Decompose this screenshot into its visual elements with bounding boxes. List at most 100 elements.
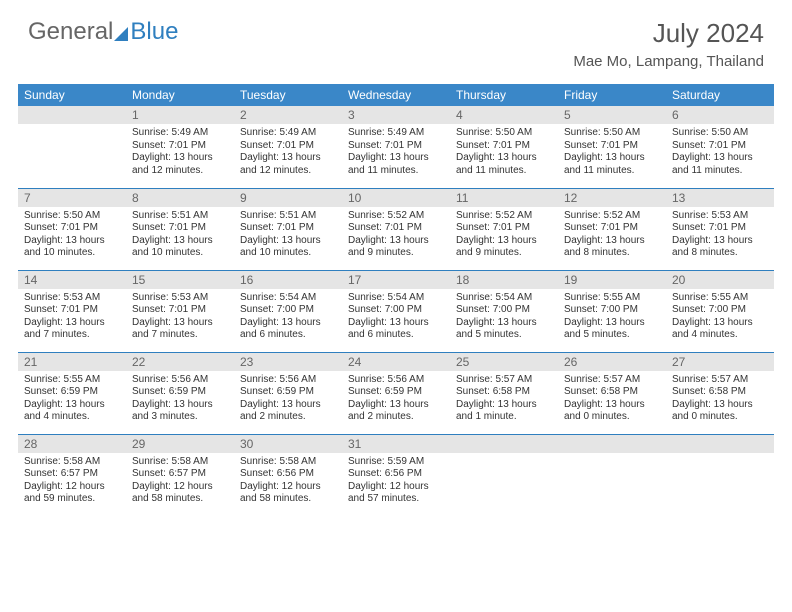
day-body: Sunrise: 5:52 AMSunset: 7:01 PMDaylight:… [342, 207, 450, 264]
day-body: Sunrise: 5:50 AMSunset: 7:01 PMDaylight:… [450, 124, 558, 181]
daylight-text: Daylight: 13 hours and 12 minutes. [240, 152, 336, 177]
day-number: 8 [126, 189, 234, 207]
sunset-text: Sunset: 7:01 PM [456, 140, 552, 153]
sunset-text: Sunset: 7:00 PM [564, 304, 660, 317]
daylight-text: Daylight: 13 hours and 6 minutes. [348, 317, 444, 342]
sunrise-text: Sunrise: 5:54 AM [240, 292, 336, 305]
sunrise-text: Sunrise: 5:57 AM [672, 374, 768, 387]
daylight-text: Daylight: 13 hours and 9 minutes. [456, 235, 552, 260]
daylight-text: Daylight: 13 hours and 7 minutes. [132, 317, 228, 342]
sunrise-text: Sunrise: 5:58 AM [132, 456, 228, 469]
sunrise-text: Sunrise: 5:53 AM [24, 292, 120, 305]
calendar-day-cell: 25Sunrise: 5:57 AMSunset: 6:58 PMDayligh… [450, 352, 558, 434]
day-body: Sunrise: 5:52 AMSunset: 7:01 PMDaylight:… [450, 207, 558, 264]
calendar-day-cell: 5Sunrise: 5:50 AMSunset: 7:01 PMDaylight… [558, 106, 666, 188]
day-number: 3 [342, 106, 450, 124]
sunset-text: Sunset: 6:58 PM [672, 386, 768, 399]
sunset-text: Sunset: 6:59 PM [132, 386, 228, 399]
sunset-text: Sunset: 7:01 PM [564, 222, 660, 235]
brand-part2: Blue [130, 18, 178, 46]
calendar-day-cell: 28Sunrise: 5:58 AMSunset: 6:57 PMDayligh… [18, 434, 126, 516]
sunrise-text: Sunrise: 5:57 AM [456, 374, 552, 387]
day-number [666, 435, 774, 453]
day-number: 5 [558, 106, 666, 124]
day-body: Sunrise: 5:51 AMSunset: 7:01 PMDaylight:… [234, 207, 342, 264]
daylight-text: Daylight: 13 hours and 2 minutes. [240, 399, 336, 424]
calendar-day-cell: 27Sunrise: 5:57 AMSunset: 6:58 PMDayligh… [666, 352, 774, 434]
sunset-text: Sunset: 7:01 PM [24, 222, 120, 235]
day-number: 21 [18, 353, 126, 371]
day-number [450, 435, 558, 453]
daylight-text: Daylight: 13 hours and 11 minutes. [348, 152, 444, 177]
daylight-text: Daylight: 13 hours and 6 minutes. [240, 317, 336, 342]
sunrise-text: Sunrise: 5:54 AM [456, 292, 552, 305]
daylight-text: Daylight: 13 hours and 0 minutes. [564, 399, 660, 424]
day-number: 4 [450, 106, 558, 124]
calendar-week-row: 7Sunrise: 5:50 AMSunset: 7:01 PMDaylight… [18, 188, 774, 270]
sunset-text: Sunset: 6:59 PM [240, 386, 336, 399]
calendar-day-cell: 20Sunrise: 5:55 AMSunset: 7:00 PMDayligh… [666, 270, 774, 352]
calendar-day-cell: 30Sunrise: 5:58 AMSunset: 6:56 PMDayligh… [234, 434, 342, 516]
daylight-text: Daylight: 13 hours and 3 minutes. [132, 399, 228, 424]
daylight-text: Daylight: 13 hours and 9 minutes. [348, 235, 444, 260]
sunset-text: Sunset: 6:57 PM [24, 468, 120, 481]
sunset-text: Sunset: 6:58 PM [456, 386, 552, 399]
day-number: 10 [342, 189, 450, 207]
daylight-text: Daylight: 13 hours and 4 minutes. [672, 317, 768, 342]
day-body: Sunrise: 5:57 AMSunset: 6:58 PMDaylight:… [450, 371, 558, 428]
calendar-day-cell: 13Sunrise: 5:53 AMSunset: 7:01 PMDayligh… [666, 188, 774, 270]
sunset-text: Sunset: 7:01 PM [456, 222, 552, 235]
page-header: General Blue July 2024 Mae Mo, Lampang, … [0, 0, 792, 76]
calendar-week-row: 21Sunrise: 5:55 AMSunset: 6:59 PMDayligh… [18, 352, 774, 434]
day-body: Sunrise: 5:53 AMSunset: 7:01 PMDaylight:… [126, 289, 234, 346]
calendar-day-cell: 11Sunrise: 5:52 AMSunset: 7:01 PMDayligh… [450, 188, 558, 270]
calendar-day-cell: 19Sunrise: 5:55 AMSunset: 7:00 PMDayligh… [558, 270, 666, 352]
sunset-text: Sunset: 7:01 PM [672, 140, 768, 153]
sunrise-text: Sunrise: 5:57 AM [564, 374, 660, 387]
sunset-text: Sunset: 6:58 PM [564, 386, 660, 399]
day-body: Sunrise: 5:55 AMSunset: 7:00 PMDaylight:… [558, 289, 666, 346]
calendar-week-row: 14Sunrise: 5:53 AMSunset: 7:01 PMDayligh… [18, 270, 774, 352]
brand-triangle-icon [114, 27, 128, 41]
day-number: 31 [342, 435, 450, 453]
day-body: Sunrise: 5:54 AMSunset: 7:00 PMDaylight:… [342, 289, 450, 346]
daylight-text: Daylight: 13 hours and 2 minutes. [348, 399, 444, 424]
calendar-day-cell [450, 434, 558, 516]
day-number: 1 [126, 106, 234, 124]
day-number: 18 [450, 271, 558, 289]
sunrise-text: Sunrise: 5:56 AM [240, 374, 336, 387]
day-number: 20 [666, 271, 774, 289]
sunset-text: Sunset: 7:01 PM [132, 222, 228, 235]
calendar-day-cell: 29Sunrise: 5:58 AMSunset: 6:57 PMDayligh… [126, 434, 234, 516]
day-number: 14 [18, 271, 126, 289]
calendar-day-cell: 17Sunrise: 5:54 AMSunset: 7:00 PMDayligh… [342, 270, 450, 352]
day-number: 22 [126, 353, 234, 371]
calendar-day-cell: 9Sunrise: 5:51 AMSunset: 7:01 PMDaylight… [234, 188, 342, 270]
day-body: Sunrise: 5:57 AMSunset: 6:58 PMDaylight:… [558, 371, 666, 428]
day-body: Sunrise: 5:49 AMSunset: 7:01 PMDaylight:… [126, 124, 234, 181]
daylight-text: Daylight: 12 hours and 58 minutes. [132, 481, 228, 506]
daylight-text: Daylight: 13 hours and 11 minutes. [456, 152, 552, 177]
day-body: Sunrise: 5:57 AMSunset: 6:58 PMDaylight:… [666, 371, 774, 428]
sunset-text: Sunset: 7:01 PM [564, 140, 660, 153]
brand-part1: General [28, 18, 113, 46]
calendar-day-cell: 31Sunrise: 5:59 AMSunset: 6:56 PMDayligh… [342, 434, 450, 516]
daylight-text: Daylight: 12 hours and 59 minutes. [24, 481, 120, 506]
calendar-day-cell: 7Sunrise: 5:50 AMSunset: 7:01 PMDaylight… [18, 188, 126, 270]
calendar-day-cell: 23Sunrise: 5:56 AMSunset: 6:59 PMDayligh… [234, 352, 342, 434]
calendar-day-cell [558, 434, 666, 516]
day-body: Sunrise: 5:51 AMSunset: 7:01 PMDaylight:… [126, 207, 234, 264]
weekday-header-row: Sunday Monday Tuesday Wednesday Thursday… [18, 84, 774, 106]
daylight-text: Daylight: 12 hours and 58 minutes. [240, 481, 336, 506]
day-number [558, 435, 666, 453]
day-number: 13 [666, 189, 774, 207]
calendar-day-cell: 3Sunrise: 5:49 AMSunset: 7:01 PMDaylight… [342, 106, 450, 188]
day-number: 17 [342, 271, 450, 289]
day-number: 7 [18, 189, 126, 207]
day-number: 19 [558, 271, 666, 289]
sunset-text: Sunset: 6:59 PM [24, 386, 120, 399]
daylight-text: Daylight: 13 hours and 11 minutes. [564, 152, 660, 177]
daylight-text: Daylight: 13 hours and 8 minutes. [564, 235, 660, 260]
day-number [18, 106, 126, 124]
day-body: Sunrise: 5:58 AMSunset: 6:57 PMDaylight:… [126, 453, 234, 510]
